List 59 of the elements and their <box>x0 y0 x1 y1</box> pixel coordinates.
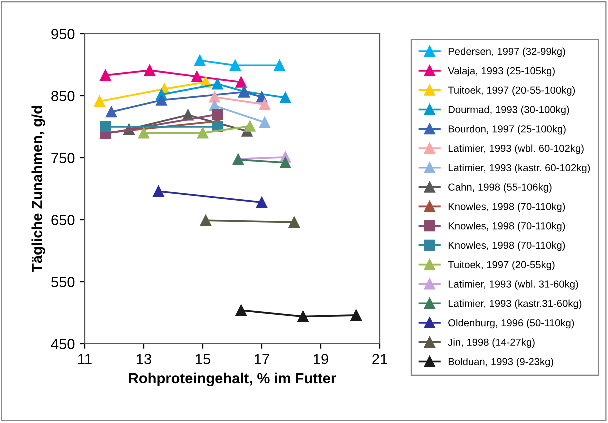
point <box>212 109 224 120</box>
y-tick-label: 550 <box>52 277 75 288</box>
y-tick-label: 850 <box>52 91 75 102</box>
legend-label: Jin, 1998 (14-27kg) <box>448 338 535 348</box>
point <box>138 128 150 139</box>
x-tick-label: 13 <box>137 354 152 364</box>
legend-label: Latimier, 1993 (wbl. 60-102kg) <box>448 144 584 154</box>
point <box>236 304 247 316</box>
legend-label: Knowles, 1998 (70-110kg) <box>448 222 566 232</box>
x-tick-label: 21 <box>372 354 388 364</box>
legend-label: Dourmad, 1993 (30-100kg) <box>448 106 570 116</box>
legend-label: Latimier, 1993 (kastr.31-60kg) <box>448 300 582 310</box>
point <box>144 65 156 76</box>
legend-label: Tuitoek, 1997 (20-55kg) <box>448 261 555 270</box>
legend-label: Cahn, 1998 (55-106kg) <box>448 183 552 193</box>
legend-label: Pedersen, 1997 (32-99kg) <box>448 48 566 58</box>
point <box>280 92 292 104</box>
y-axis-title: Tägliche Zunahmen, g/d <box>32 106 46 272</box>
point <box>244 120 256 132</box>
legend-label: Tuitoek, 1997 (20-55-100kg) <box>448 86 576 96</box>
x-tick-label: 19 <box>314 354 328 364</box>
legend-label: Knowles, 1998 (70-110kg) <box>448 202 566 212</box>
point <box>100 121 112 133</box>
point <box>100 70 112 82</box>
y-tick-label: 650 <box>52 215 75 226</box>
x-tick-label: 15 <box>196 354 210 364</box>
legend-label: Oldenburg, 1996 (50-110kg) <box>448 319 574 329</box>
legend-label: Knowles, 1998 (70-110kg) <box>448 242 566 252</box>
point <box>259 117 271 128</box>
x-tick-label: 11 <box>78 354 92 364</box>
point <box>280 157 292 169</box>
x-tick-label: 17 <box>255 354 270 364</box>
x-axis-title: Rohproteingehalt, % im Futter <box>129 372 336 387</box>
point <box>197 128 209 139</box>
point <box>194 55 206 66</box>
point <box>350 310 362 322</box>
y-tick-label: 750 <box>52 153 75 164</box>
legend-label: Valaja, 1993 (25-105kg) <box>448 67 555 77</box>
point <box>153 186 164 198</box>
legend-label: Bourdon, 1997 (25-100kg) <box>448 125 566 135</box>
point <box>209 92 220 103</box>
y-tick-label: 950 <box>52 29 75 40</box>
point <box>200 215 212 226</box>
legend-label: Latimier, 1993 (wbl. 31-60kg) <box>448 280 578 290</box>
legend-label: Bolduan, 1993 (9-23kg) <box>448 358 554 368</box>
legend-label: Latimier, 1993 (kastr. 60-102kg) <box>448 164 590 174</box>
point <box>256 197 268 208</box>
point <box>212 78 224 90</box>
point <box>156 94 168 106</box>
point <box>106 106 118 118</box>
point <box>274 60 286 72</box>
point <box>288 216 300 228</box>
point <box>192 71 203 82</box>
point <box>259 99 271 110</box>
point <box>230 60 242 72</box>
point <box>94 96 106 108</box>
point <box>298 311 309 322</box>
point <box>236 76 247 88</box>
y-tick-label: 450 <box>51 339 75 350</box>
